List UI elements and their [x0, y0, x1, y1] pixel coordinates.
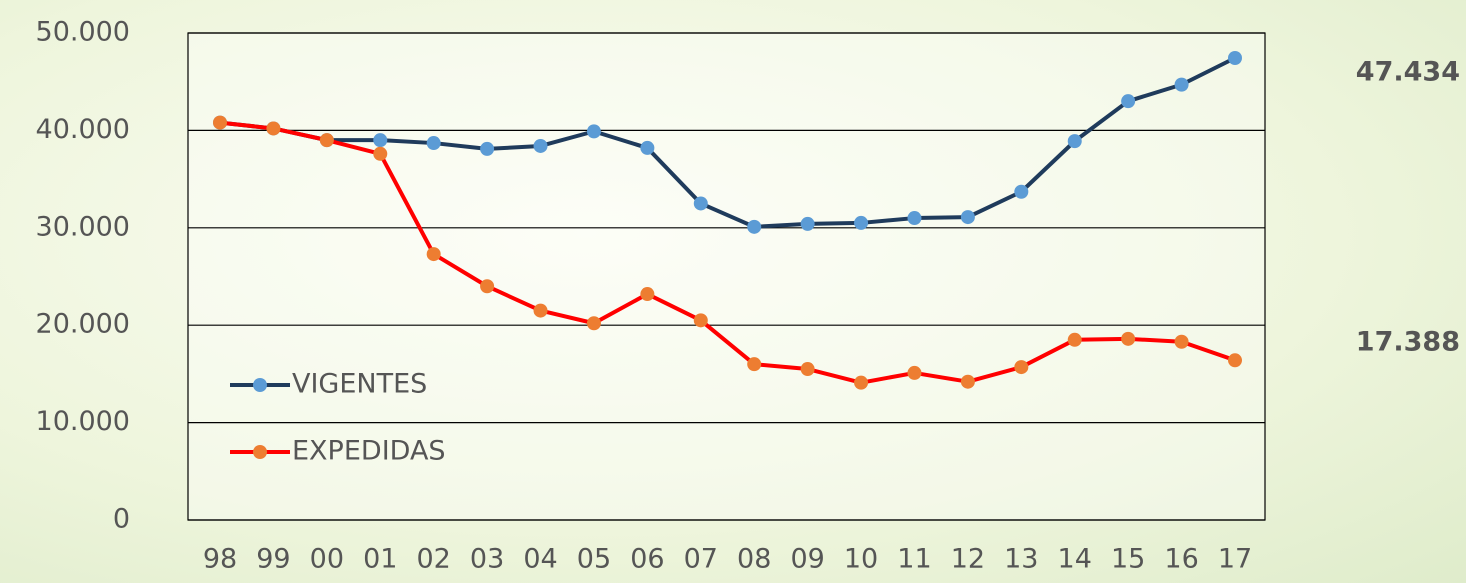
y-tick-label: 0: [113, 504, 130, 535]
series-marker: [960, 210, 975, 225]
series-marker: [1121, 331, 1136, 346]
series-marker: [373, 133, 388, 148]
x-tick-label: 03: [470, 544, 504, 575]
series-marker: [854, 375, 869, 390]
plot-area: [187, 32, 1266, 521]
x-tick-label: 09: [790, 544, 824, 575]
legend-marker: [253, 445, 267, 459]
series-line: [219, 56, 1236, 229]
series-marker: [480, 279, 495, 294]
y-tick-label: 30.000: [36, 211, 130, 242]
series-marker: [319, 133, 334, 148]
series-marker: [213, 115, 227, 130]
x-tick-label: 98: [203, 544, 237, 575]
series-line: [219, 120, 1236, 385]
x-tick-label: 05: [577, 544, 611, 575]
x-tick-label: 04: [523, 544, 557, 575]
x-tick-label: 99: [256, 544, 290, 575]
series-marker: [693, 313, 708, 328]
series-marker: [907, 211, 922, 226]
series-marker: [586, 124, 601, 139]
series-marker: [907, 365, 922, 380]
x-tick-label: 16: [1164, 544, 1198, 575]
series-marker: [426, 136, 441, 151]
series-marker: [854, 215, 869, 230]
x-tick-label: 07: [684, 544, 718, 575]
series-marker: [640, 140, 655, 155]
series-marker: [1014, 184, 1029, 199]
series-marker: [747, 219, 762, 234]
series-marker: [1228, 50, 1242, 65]
x-tick-label: 08: [737, 544, 771, 575]
x-tick-label: 11: [897, 544, 931, 575]
legend-label: EXPEDIDAS: [292, 436, 446, 467]
series-marker: [480, 141, 495, 156]
legend-label: VIGENTES: [292, 369, 427, 400]
y-tick-label: 40.000: [36, 114, 130, 145]
series-marker: [640, 287, 655, 302]
x-tick-label: 00: [310, 544, 344, 575]
series-marker: [533, 138, 548, 153]
series-marker: [747, 357, 762, 372]
series-marker: [1067, 134, 1082, 149]
series-marker: [1067, 332, 1082, 347]
series-marker: [800, 362, 815, 377]
y-tick-label: 10.000: [36, 406, 130, 437]
y-tick-label: 50.000: [36, 17, 130, 48]
series-marker: [1121, 94, 1136, 109]
x-tick-label: 02: [417, 544, 451, 575]
series-marker: [1174, 77, 1189, 92]
x-tick-label: 15: [1111, 544, 1145, 575]
series-marker: [426, 247, 441, 262]
x-tick-label: 10: [844, 544, 878, 575]
annotation: 47.434: [1356, 57, 1460, 88]
annotation: 17.388: [1356, 327, 1460, 358]
series-marker: [960, 374, 975, 389]
series-marker: [586, 316, 601, 331]
x-tick-label: 12: [951, 544, 985, 575]
legend-marker: [253, 378, 267, 392]
x-tick-label: 01: [363, 544, 397, 575]
x-tick-label: 13: [1004, 544, 1038, 575]
series-marker: [800, 216, 815, 231]
series-marker: [266, 121, 281, 136]
series-marker: [373, 146, 388, 161]
x-tick-label: 14: [1058, 544, 1092, 575]
y-tick-label: 20.000: [36, 309, 130, 340]
x-tick-label: 06: [630, 544, 664, 575]
series-marker: [693, 196, 708, 211]
x-tick-label: 17: [1218, 544, 1252, 575]
series-marker: [1014, 360, 1029, 375]
series-marker: [1174, 334, 1189, 349]
series-marker: [533, 303, 548, 318]
series-marker: [1228, 353, 1242, 368]
